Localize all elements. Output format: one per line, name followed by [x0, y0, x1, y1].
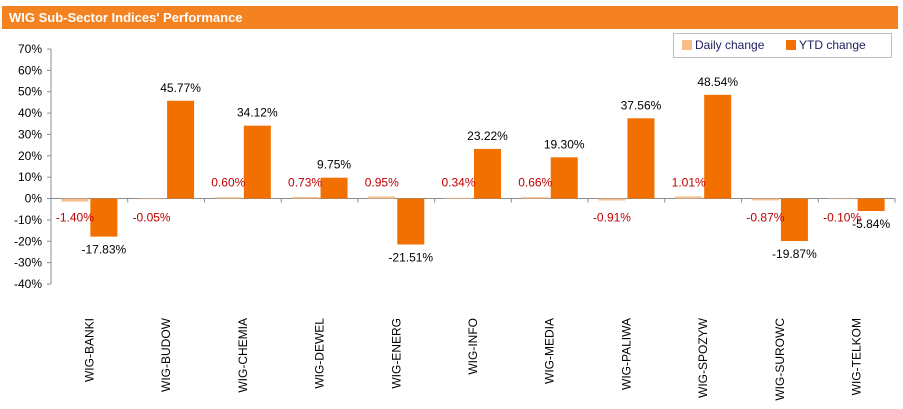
y-tick-label: -30% — [14, 256, 42, 270]
category-label: WIG-BANKI — [82, 318, 96, 382]
bar-ytd-change — [474, 148, 501, 199]
category-label: WIG-CHEMIA — [236, 318, 250, 393]
y-tick-label: 30% — [18, 127, 42, 141]
y-tick-label: 10% — [18, 170, 42, 184]
data-label-ytd: 19.30% — [544, 137, 585, 151]
category-label: WIG-DEWEL — [313, 318, 327, 389]
bar-daily-change — [214, 197, 242, 199]
data-label-ytd: 23.22% — [467, 129, 508, 143]
bar-ytd-change — [397, 198, 425, 245]
y-tick-label: 20% — [18, 149, 42, 163]
data-label-ytd: 9.75% — [317, 158, 351, 172]
category-label: WIG-PALIWA — [619, 318, 633, 390]
category-label: WIG-TELKOM — [850, 318, 864, 395]
data-label-daily: 0.95% — [365, 176, 399, 190]
bar-daily-change — [138, 198, 166, 200]
data-label-ytd: -5.84% — [852, 217, 890, 231]
y-tick-label: 0% — [25, 192, 43, 206]
category-label: WIG-SUROWC — [773, 318, 787, 401]
data-label-daily: 0.60% — [211, 176, 245, 190]
category-label: WIG-ENERG — [389, 318, 403, 389]
bar-ytd-change — [320, 177, 348, 199]
category-label: WIG-BUDOW — [159, 317, 173, 392]
data-label-daily: -0.05% — [133, 211, 171, 225]
data-label-ytd: -17.83% — [82, 243, 127, 257]
data-label-ytd: 45.77% — [160, 81, 201, 95]
y-tick-label: 70% — [18, 42, 42, 56]
data-label-daily: -0.10% — [823, 211, 861, 225]
bar-ytd-change — [243, 125, 271, 199]
data-label-ytd: 34.12% — [237, 106, 278, 120]
bar-daily-change — [521, 197, 549, 199]
y-tick-label: 50% — [18, 85, 42, 99]
category-label: WIG-INFO — [466, 318, 480, 375]
data-label-ytd: -19.87% — [772, 247, 817, 261]
data-label-daily: 0.34% — [441, 176, 475, 190]
category-label: WIG-SPOZYW — [696, 317, 710, 398]
bar-daily-change — [291, 196, 319, 199]
y-tick-label: 40% — [18, 106, 42, 120]
y-tick-label: 60% — [18, 63, 42, 77]
legend-swatch-daily — [682, 40, 692, 50]
bar-ytd-change — [857, 198, 885, 212]
bar-ytd-change — [627, 118, 655, 199]
bar-ytd-change — [167, 100, 195, 199]
data-label-ytd: 48.54% — [697, 75, 738, 89]
bar-daily-change — [598, 198, 626, 201]
bar-daily-change — [445, 197, 472, 199]
legend: Daily change YTD change — [673, 33, 892, 58]
legend-swatch-ytd — [786, 40, 796, 50]
legend-box — [673, 33, 892, 58]
bar-daily-change — [828, 198, 856, 200]
data-label-daily: 1.01% — [672, 176, 706, 190]
y-tick-label: -40% — [14, 277, 42, 291]
data-label-daily: 0.73% — [288, 176, 322, 190]
bar-ytd-change — [780, 198, 808, 241]
bar-daily-change — [675, 196, 703, 199]
legend-label-daily: Daily change — [695, 38, 765, 52]
data-label-daily: -0.87% — [746, 211, 784, 225]
category-label: WIG-MEDIA — [543, 318, 557, 384]
chart-title: WIG Sub-Sector Indices' Performance — [2, 6, 898, 29]
data-label-daily: -1.40% — [56, 211, 94, 225]
bar-daily-change — [751, 198, 779, 201]
legend-label-ytd: YTD change — [799, 38, 866, 52]
data-label-ytd: 37.56% — [621, 98, 662, 112]
bar-daily-change — [368, 196, 396, 199]
data-label-ytd: -21.51% — [388, 250, 433, 264]
data-label-daily: 0.66% — [518, 176, 552, 190]
y-tick-label: -10% — [14, 213, 42, 227]
bar-daily-change — [61, 198, 89, 202]
data-label-daily: -0.91% — [593, 211, 631, 225]
bar-ytd-change — [90, 198, 118, 237]
bar-ytd-change — [704, 94, 732, 199]
bar-ytd-change — [550, 157, 578, 199]
y-tick-label: -20% — [14, 234, 42, 248]
